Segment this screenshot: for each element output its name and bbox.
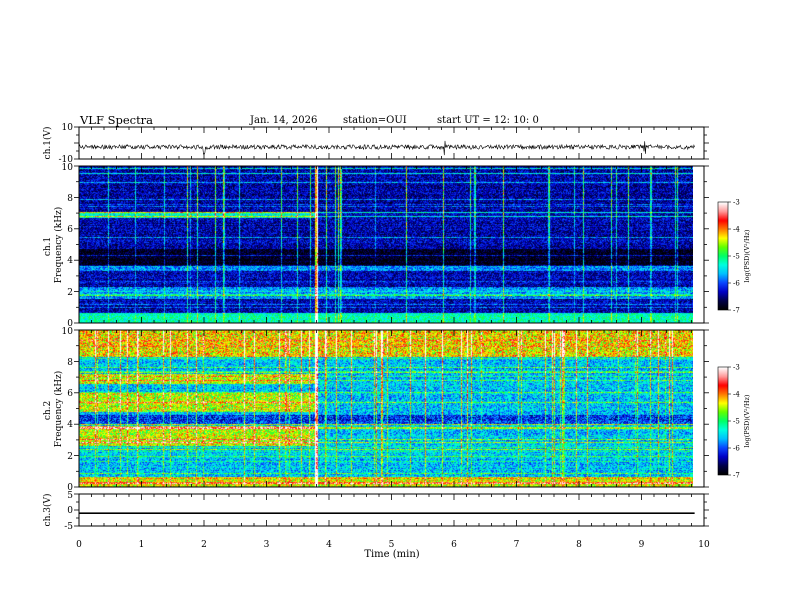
x-tick-label: 6	[451, 540, 457, 550]
ch1-spectrogram-ylabel-line1: ch.1	[43, 237, 53, 256]
ch1-waveform-trace	[78, 140, 695, 156]
ch1-spectrogram-image	[79, 166, 693, 323]
ch1-spectrogram-panel: 0 2 4 6 8 10 ch.1 Frequency (kHz) -3 -4 -5…	[43, 163, 751, 329]
ch1-spectrogram-ticks	[74, 165, 709, 324]
ch3-waveform-ticks	[74, 493, 709, 527]
colorbar-tick-label: -4	[733, 391, 740, 399]
ch2-spectrogram-panel: 0 2 4 6 8 10 ch.2 Frequency (kHz) -3 -4 -5…	[43, 327, 751, 493]
x-tick-label: 1	[139, 540, 145, 550]
colorbar-tick-label: -5	[733, 253, 740, 261]
x-tick-label: 5	[389, 540, 395, 550]
x-axis-tick-labels: 0 1 2 3 4 5 6 7 8 9 10	[76, 540, 710, 550]
colorbar-tick-label: -6	[733, 445, 740, 453]
ch2-spec-ytick-10: 10	[62, 327, 74, 337]
colorbar-tick-label: -6	[733, 280, 740, 288]
x-tick-label: 2	[201, 540, 207, 550]
ch3-waveform-ylabel: ch.3(V)	[42, 494, 53, 527]
ch1-waveform-ticks	[74, 126, 709, 160]
ch1-colorbar	[718, 202, 728, 310]
ch1-spec-ytick-8: 8	[67, 194, 73, 204]
x-tick-label: 4	[326, 540, 332, 550]
station-label: station=OUI	[343, 115, 407, 126]
ch2-spec-ytick-4: 4	[67, 420, 73, 430]
start-ut-label: start UT = 12: 10: 0	[437, 115, 539, 126]
ch1-spec-ytick-6: 6	[67, 225, 73, 235]
ch1-spec-ytick-4: 4	[67, 256, 73, 266]
ch2-spectrogram-image	[79, 330, 693, 487]
ch1-spec-ytick-2: 2	[67, 288, 73, 298]
ch3-ytick-bottom: -5	[64, 522, 73, 532]
x-tick-label: 7	[514, 540, 520, 550]
x-tick-label: 9	[639, 540, 645, 550]
ch2-spec-ytick-8: 8	[67, 358, 73, 368]
ch3-ytick-mid: 0	[67, 506, 73, 516]
ch2-spectrogram-ticks	[74, 329, 709, 488]
ch1-waveform-ylabel: ch.1(V)	[42, 127, 53, 160]
ch2-spec-ytick-0: 0	[67, 483, 73, 493]
x-tick-label: 0	[76, 540, 82, 550]
ch2-spectrogram-ylabel: ch.2 Frequency (kHz)	[43, 371, 64, 448]
ch1-colorbar-label: log(PSD)(V²/Hz)	[743, 229, 751, 282]
colorbar-tick-label: -5	[733, 418, 740, 426]
ch1-waveform-panel: 10 -10 ch.1(V)	[42, 123, 709, 165]
ch2-colorbar	[718, 367, 728, 475]
colorbar-tick-label: -7	[733, 472, 740, 480]
colorbar-tick-label: -3	[733, 364, 740, 372]
ch1-spectrogram-ylabel: ch.1 Frequency (kHz)	[43, 207, 64, 284]
ch1-spectrogram-ylabel-line2: Frequency (kHz)	[53, 207, 64, 284]
ch1-spec-ytick-10: 10	[62, 163, 74, 173]
colorbar-tick-label: -4	[733, 226, 740, 234]
ch3-waveform-panel: 5 0 -5 ch.3(V)	[42, 491, 709, 532]
x-tick-label: 8	[576, 540, 582, 550]
ch2-spectrogram-ylabel-line1: ch.2	[43, 401, 53, 420]
colorbar-tick-label: -7	[733, 307, 740, 315]
ch1-ytick-top: 10	[62, 123, 74, 133]
ch2-colorbar-ticks: -3 -4 -5 -6 -7	[728, 364, 740, 480]
ch2-colorbar-label: log(PSD)(V²/Hz)	[743, 394, 751, 447]
ch2-spec-ytick-6: 6	[67, 389, 73, 399]
figure-title: VLF Spectra	[79, 113, 153, 127]
ch1-colorbar-ticks: -3 -4 -5 -6 -7	[728, 199, 740, 315]
ch3-waveform-trace	[79, 512, 695, 514]
x-axis-label: Time (min)	[364, 549, 419, 560]
date-label: Jan. 14, 2026	[249, 115, 317, 126]
ch1-ytick-bottom: -10	[59, 155, 74, 165]
x-tick-label: 3	[264, 540, 270, 550]
colorbar-tick-label: -3	[733, 199, 740, 207]
ch2-spectrogram-ylabel-line2: Frequency (kHz)	[53, 371, 64, 448]
ch2-spec-ytick-2: 2	[67, 452, 73, 462]
ch1-spec-ytick-0: 0	[67, 319, 73, 329]
ch3-ytick-top: 5	[67, 491, 73, 501]
x-tick-label: 10	[698, 540, 710, 550]
